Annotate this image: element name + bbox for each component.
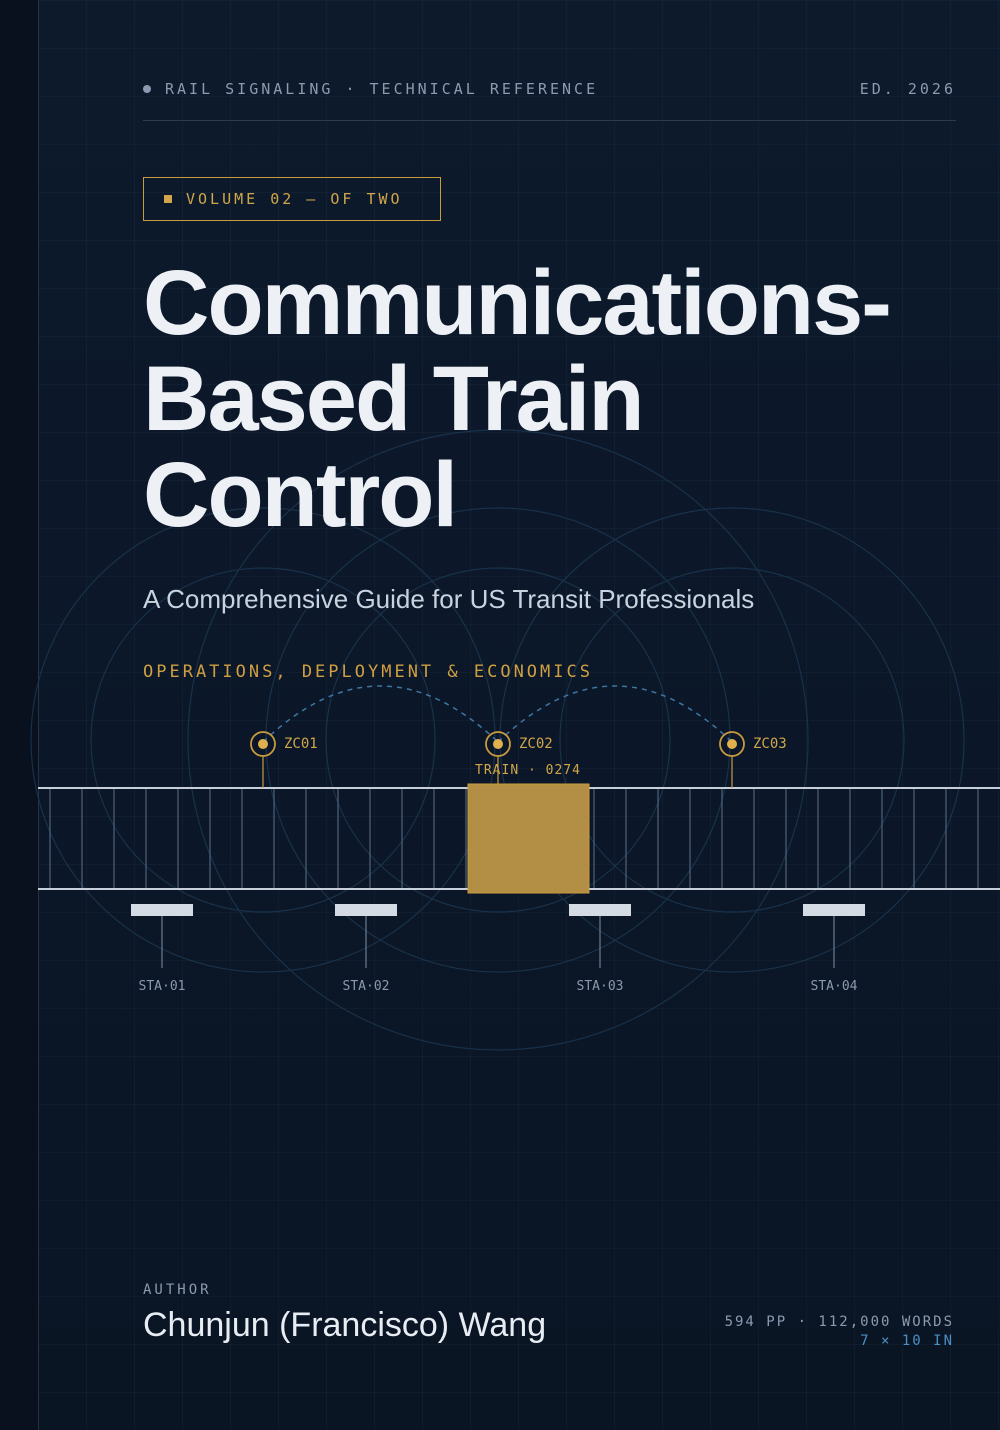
antenna-dot-icon: [258, 739, 268, 749]
station-label: STA·03: [577, 979, 624, 994]
station-label: STA·02: [343, 979, 390, 994]
station: STA·04: [803, 904, 865, 994]
topics-tagline: OPERATIONS, DEPLOYMENT & ECONOMICS: [143, 662, 593, 682]
train-label: TRAIN · 0274: [475, 763, 581, 778]
zone-controller-label: ZC03: [753, 736, 787, 752]
title-line-3: Control: [143, 444, 458, 546]
zone-controller-label: ZC01: [284, 736, 318, 752]
edition-label: ED. 2026: [859, 80, 956, 98]
background-grid: [38, 0, 1000, 1430]
coverage-ring: [187, 429, 809, 1051]
station-label: STA·01: [139, 979, 186, 994]
series-text: RAIL SIGNALING · TECHNICAL REFERENCE: [165, 80, 599, 98]
book-specs: 594 PP · 112,000 WORDS 7 × 10 IN: [725, 1313, 954, 1351]
title-line-2: Based Train: [143, 348, 645, 450]
square-bullet-icon: [164, 195, 172, 203]
coverage-ring: [559, 567, 905, 913]
coverage-ring: [325, 567, 671, 913]
book-title: Communications- Based Train Control: [143, 255, 993, 543]
zone-controllers: ZC01 ZC02 ZC03: [250, 731, 787, 788]
author-name: Chunjun (Francisco) Wang: [143, 1306, 547, 1344]
header-bar: RAIL SIGNALING · TECHNICAL REFERENCE ED.…: [143, 78, 956, 121]
station: STA·02: [335, 904, 397, 994]
book-subtitle: A Comprehensive Guide for US Transit Pro…: [143, 584, 755, 614]
track-ties: [49, 789, 979, 888]
station-platform: [131, 904, 193, 916]
antenna-ring-icon: [250, 731, 276, 757]
volume-tag: VOLUME 02 — OF TWO: [143, 177, 441, 221]
stations: STA·01 STA·02 STA·03 STA·04: [131, 904, 865, 994]
antenna-ring-icon: [485, 731, 511, 757]
coverage-ring: [90, 567, 436, 913]
station: STA·01: [131, 904, 193, 994]
volume-text: VOLUME 02 — OF TWO: [186, 190, 403, 208]
title-line-1: Communications-: [143, 252, 892, 354]
author-label: AUTHOR: [143, 1282, 212, 1298]
series-label: RAIL SIGNALING · TECHNICAL REFERENCE: [143, 80, 598, 98]
station: STA·03: [569, 904, 631, 994]
zone-controller: ZC03: [719, 731, 787, 788]
trim-size: 7 × 10 IN: [860, 1333, 954, 1349]
station-platform: [335, 904, 397, 916]
antenna-dot-icon: [727, 739, 737, 749]
zone-link: [262, 685, 499, 743]
station-platform: [803, 904, 865, 916]
zone-controller-label: ZC02: [519, 736, 553, 752]
page-word-count: 594 PP · 112,000 WORDS: [724, 1314, 954, 1330]
antenna-ring-icon: [719, 731, 745, 757]
bullet-dot-icon: [143, 85, 151, 93]
station-label: STA·04: [811, 979, 858, 994]
zone-controller: ZC01: [250, 731, 318, 788]
zone-link: [497, 685, 733, 743]
train-block: [467, 783, 590, 894]
zone-links: [262, 685, 733, 743]
station-platform: [569, 904, 631, 916]
coverage-rings: [30, 429, 965, 1051]
antenna-dot-icon: [493, 739, 503, 749]
track: [38, 787, 1000, 890]
zone-controller: ZC02: [485, 731, 553, 788]
